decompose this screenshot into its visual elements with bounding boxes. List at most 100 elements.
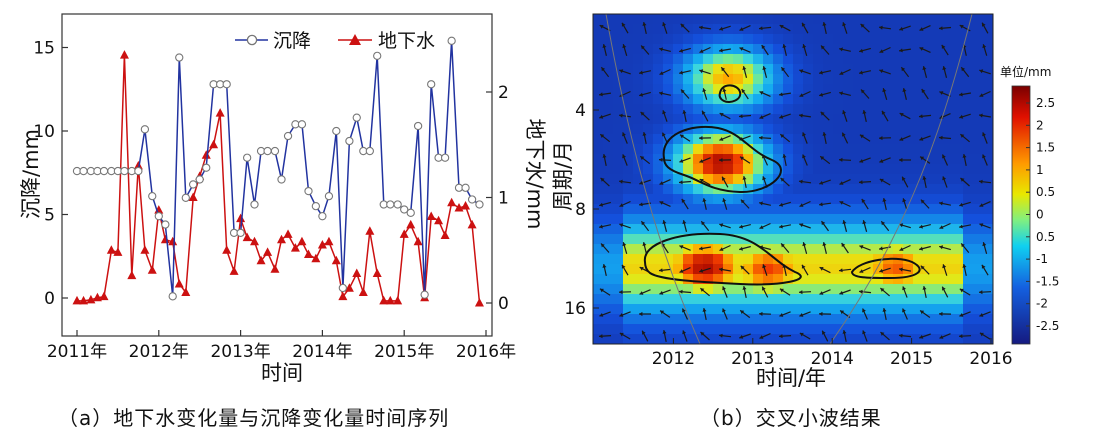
heat-cell <box>953 124 964 135</box>
heat-cell <box>713 314 724 325</box>
heat-cell <box>753 114 764 125</box>
heat-cell <box>963 114 974 125</box>
heat-cell <box>603 34 614 45</box>
x-tick-label: 2013 <box>731 349 774 369</box>
heat-cell <box>903 254 914 265</box>
heat-cell <box>833 244 844 255</box>
heat-cell <box>613 314 624 325</box>
heat-cell <box>663 44 674 55</box>
heat-cell <box>853 244 864 255</box>
phase-arrow <box>698 246 712 251</box>
phase-arrow <box>779 201 791 207</box>
data-point <box>461 183 470 192</box>
heat-cell <box>643 44 654 55</box>
heat-cell <box>963 164 974 175</box>
data-point <box>277 234 286 244</box>
heat-cell <box>653 194 664 205</box>
heat-cell <box>773 324 784 335</box>
heat-cell <box>613 144 624 155</box>
heat-cell <box>643 184 654 195</box>
phase-arrow <box>639 155 651 165</box>
heat-cell <box>663 34 674 45</box>
data-point <box>427 80 436 89</box>
heat-cell <box>623 194 634 205</box>
heat-cell <box>953 44 964 55</box>
heat-cell <box>923 294 934 305</box>
phase-arrow <box>762 264 768 276</box>
heat-cell <box>683 64 694 75</box>
heat-cell <box>933 74 944 85</box>
data-point <box>181 287 191 296</box>
phase-arrow <box>719 135 731 141</box>
data-point <box>147 265 157 274</box>
heat-cell <box>863 334 874 344</box>
heat-cell <box>983 324 993 335</box>
heat-cell <box>803 174 814 185</box>
heat-cell <box>743 324 754 335</box>
heat-cell <box>643 54 654 65</box>
data-point <box>250 200 259 209</box>
phase-arrow <box>838 268 852 273</box>
heat-cell <box>803 94 814 105</box>
heat-cell <box>693 134 704 145</box>
heat-cell <box>653 134 664 145</box>
heat-cell <box>673 184 684 195</box>
heat-cell <box>833 304 844 315</box>
heat-cell <box>983 144 993 155</box>
heat-cell <box>893 294 904 305</box>
heat-cell <box>593 144 604 155</box>
heat-cell <box>883 54 894 65</box>
phase-arrow <box>958 334 972 339</box>
heat-cell <box>763 224 774 235</box>
heat-cell <box>713 114 724 125</box>
heat-cell <box>813 104 824 115</box>
heat-cell <box>713 274 724 285</box>
phase-arrow <box>782 153 787 167</box>
phase-arrow <box>602 263 607 277</box>
heat-cell <box>943 314 954 325</box>
heat-cell <box>793 64 804 75</box>
heat-cell <box>833 144 844 155</box>
heat-cell <box>683 274 694 285</box>
heat-cell <box>793 14 804 25</box>
heat-cell <box>913 264 924 275</box>
data-point <box>324 236 334 246</box>
heat-cell <box>903 244 914 255</box>
heat-cell <box>903 34 914 45</box>
heat-cell <box>863 294 874 305</box>
heat-cell <box>813 124 824 135</box>
phase-arrow <box>799 200 811 208</box>
phase-arrow <box>640 45 650 55</box>
heat-cell <box>923 34 934 45</box>
heat-cell <box>963 284 974 295</box>
heat-cell <box>853 254 864 265</box>
heat-cell <box>973 234 984 245</box>
heat-cell <box>763 234 774 245</box>
heat-cell <box>593 24 604 35</box>
heat-cell <box>893 324 904 335</box>
heat-cell <box>763 194 774 205</box>
heat-cell <box>703 104 714 115</box>
phase-arrow <box>859 157 871 163</box>
phase-arrow <box>659 68 671 76</box>
heat-cell <box>953 64 964 75</box>
phase-arrow <box>979 201 991 207</box>
heat-cell <box>843 194 854 205</box>
heat-cell <box>683 254 694 265</box>
heat-cell <box>603 134 614 145</box>
phase-arrow <box>682 109 687 123</box>
heat-cell <box>873 234 884 245</box>
heat-cell <box>793 84 804 95</box>
heat-cell <box>793 54 804 65</box>
heat-cell <box>973 314 984 325</box>
heat-cell <box>873 154 884 165</box>
heat-cell <box>953 274 964 285</box>
phase-arrow <box>899 157 911 163</box>
heat-cell <box>803 14 814 25</box>
phase-arrow <box>960 243 970 253</box>
phase-arrow <box>802 44 808 56</box>
heat-cell <box>853 64 864 75</box>
x-tick-label: 2016年 <box>456 342 516 362</box>
heat-cell <box>773 144 784 155</box>
heat-cell <box>773 94 784 105</box>
